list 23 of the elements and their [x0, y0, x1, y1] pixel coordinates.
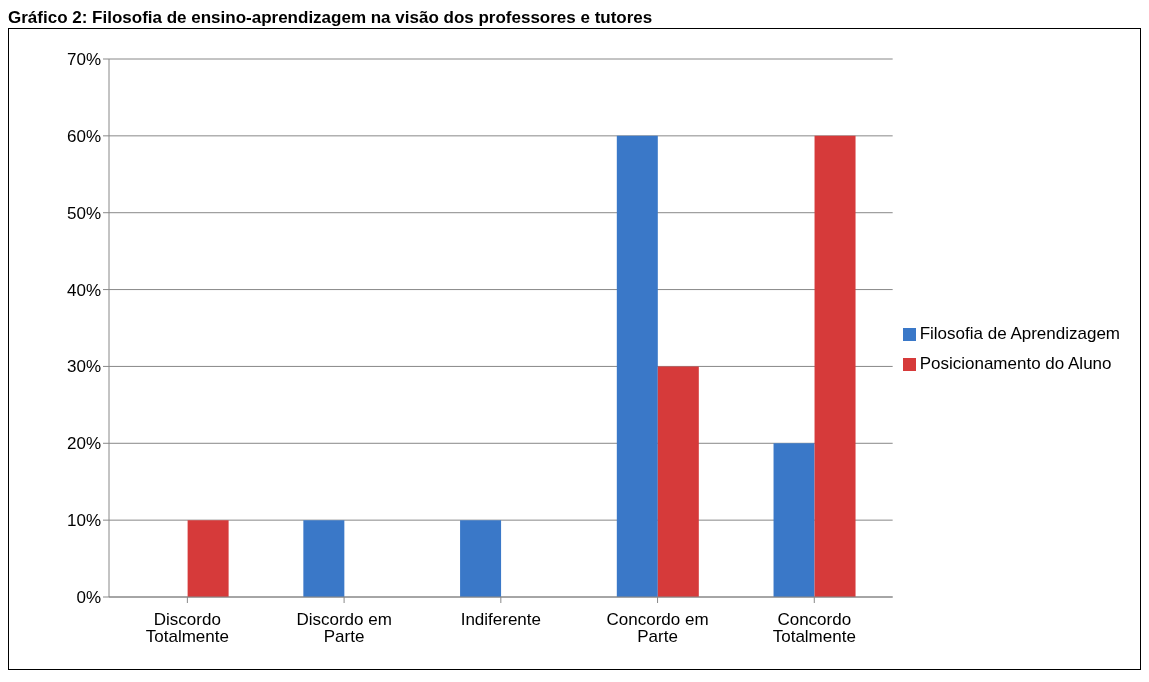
y-tick-label: 10% [66, 511, 101, 531]
legend-label: Filosofia de Aprendizagem [919, 324, 1120, 343]
x-tick-label: Discordo em Parte [296, 610, 392, 647]
x-tick-label: Indiferente [460, 610, 541, 630]
legend-label: Posicionamento do Aluno [919, 354, 1112, 373]
bar [303, 520, 345, 597]
bar [187, 520, 229, 597]
bar [616, 135, 658, 597]
bar [773, 443, 815, 597]
chart-title: Gráfico 2: Filosofia de ensino-aprendizagem na visão dos professores e tutores [8, 8, 654, 28]
x-tick-label: Concordo Totalmente [772, 610, 856, 647]
y-tick-label: 30% [66, 357, 101, 377]
y-tick-label: 0% [76, 588, 101, 608]
y-tick-label: 60% [66, 126, 101, 146]
y-tick-label: 20% [66, 434, 101, 454]
y-tick-label: 70% [66, 50, 101, 70]
y-tick-label: 40% [66, 280, 101, 300]
y-tick-label: 50% [66, 203, 101, 223]
bar [814, 135, 856, 597]
x-tick-label: Discordo Totalmente [145, 610, 229, 647]
bar [460, 520, 502, 597]
bar [657, 366, 699, 597]
x-tick-label: Concordo em Parte [606, 610, 709, 647]
